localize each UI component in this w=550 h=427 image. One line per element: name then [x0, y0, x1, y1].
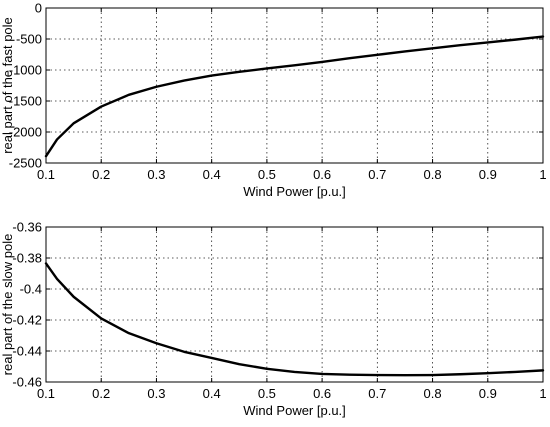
y-tick-label: -2000 — [9, 125, 42, 140]
x-tick-label: 0.9 — [479, 386, 497, 401]
x-tick-label: 0.7 — [368, 386, 386, 401]
y-tick-label: -500 — [16, 32, 42, 47]
x-tick-label: 0.3 — [147, 386, 165, 401]
x-tick-label: 1 — [539, 386, 546, 401]
x-tick-label: 0.3 — [147, 167, 165, 182]
x-tick-label: 0.1 — [37, 167, 55, 182]
y-tick-label: -1000 — [9, 63, 42, 78]
x-tick-label: 0.7 — [368, 167, 386, 182]
x-tick-label: 0.5 — [258, 386, 276, 401]
x-tick-label: 0.8 — [424, 386, 442, 401]
chart-panel-2: 0.1 0.2 0.3 0.4 0.5 0.6 0.7 0.8 0.9 1 -0.36 -0.38 -0… — [0, 220, 547, 419]
x-axis-label: Wind Power [p.u.] — [243, 403, 346, 418]
x-tick-label: 0.2 — [92, 167, 110, 182]
x-tick-label: 0.6 — [313, 386, 331, 401]
x-tick-label: 0.2 — [92, 386, 110, 401]
y-tick-label: 0 — [35, 1, 42, 16]
y-tick-label: -0.42 — [12, 313, 42, 328]
plot-frame — [45, 226, 544, 383]
y-tick-label: -0.46 — [12, 375, 42, 390]
x-tick-label: 0.6 — [313, 167, 331, 182]
x-tick-label: 0.8 — [424, 167, 442, 182]
y-tick-label: -0.4 — [20, 282, 42, 297]
x-tick-label: 1 — [539, 167, 546, 182]
y-axis-label: real part of the fast pole — [0, 17, 15, 154]
x-axis-label: Wind Power [p.u.] — [243, 184, 346, 199]
series-line — [44, 35, 545, 158]
series-line — [44, 262, 545, 377]
y-tick-label: -1500 — [9, 94, 42, 109]
x-tick-label: 0.4 — [203, 386, 221, 401]
x-tick-label: 0.9 — [479, 167, 497, 182]
y-tick-label: -0.36 — [12, 220, 42, 235]
x-tick-label: 0.5 — [258, 167, 276, 182]
x-tick-label: 0.4 — [203, 167, 221, 182]
chart-panel-1: 0.1 0.2 0.3 0.4 0.5 0.6 0.7 0.8 0.9 1 0 -500 -1000 -1… — [0, 1, 547, 200]
y-tick-label: -2500 — [9, 156, 42, 171]
x-tick-label: 0.1 — [37, 386, 55, 401]
plot-frame — [45, 7, 544, 164]
y-tick-label: -0.38 — [12, 251, 42, 266]
y-tick-label: -0.44 — [12, 344, 42, 359]
y-axis-label: real part of the slow pole — [0, 234, 15, 376]
